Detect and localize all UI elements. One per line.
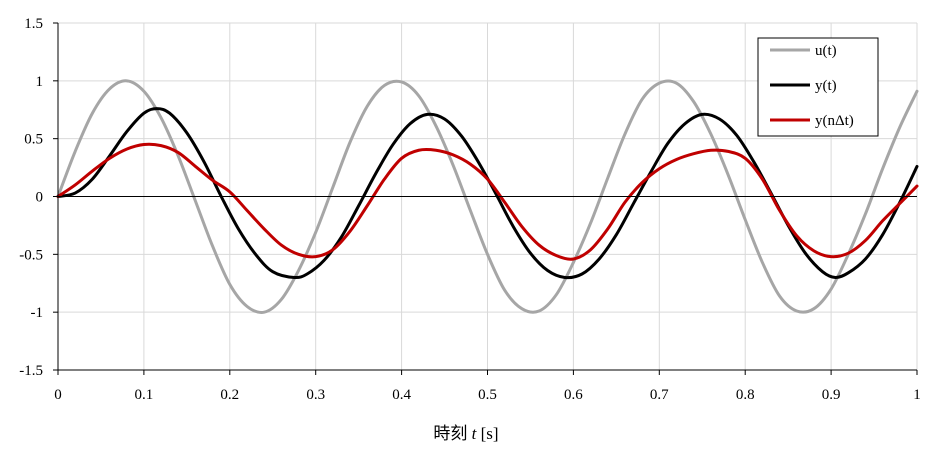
y-tick-label: 0.5 <box>24 132 43 148</box>
y-tick-label: 0 <box>36 190 44 206</box>
legend-label: u(t) <box>815 43 837 59</box>
series-line-1 <box>56 79 919 314</box>
y-tick-labels: 1.5 1 0.5 0 -0.5 -1 -1.5 <box>19 16 43 379</box>
x-tick-label: 0.6 <box>564 387 583 403</box>
x-tick-label: 0.1 <box>135 387 154 403</box>
y-tick-label: 1 <box>36 74 44 90</box>
legend-label: y(t) <box>815 78 837 94</box>
x-axis-title-unit: [s] <box>476 424 498 443</box>
legend-label: y(nΔt) <box>815 113 854 129</box>
x-tick-label: 0.2 <box>220 387 239 403</box>
x-tick-label: 0.3 <box>306 387 325 403</box>
x-tick-label: 0.4 <box>392 387 411 403</box>
x-axis-title-var: t <box>472 424 478 443</box>
x-axis-title-prefix: 時刻 <box>433 424 471 443</box>
x-tick-label: 0 <box>54 387 62 403</box>
series-line-3 <box>56 142 919 261</box>
axes <box>53 22 918 375</box>
legend: u(t) y(t) y(nΔt) <box>757 37 879 137</box>
x-tick-label: 0.5 <box>478 387 497 403</box>
x-tick-labels: 0 0.1 0.2 0.3 0.4 0.5 0.6 0.7 0.8 0.9 1 <box>54 387 921 403</box>
x-tick-label: 0.7 <box>650 387 669 403</box>
x-tick-label: 0.9 <box>822 387 841 403</box>
y-tick-label: -1 <box>31 305 44 321</box>
y-tick-label: -1.5 <box>19 363 43 379</box>
y-tick-label: -0.5 <box>19 247 43 263</box>
x-tick-label: 0.8 <box>736 387 755 403</box>
y-tick-label: 1.5 <box>24 16 43 32</box>
series-layer <box>56 79 919 314</box>
x-axis-title: 時刻 t [s] <box>433 424 498 443</box>
x-tick-label: 1 <box>913 387 921 403</box>
